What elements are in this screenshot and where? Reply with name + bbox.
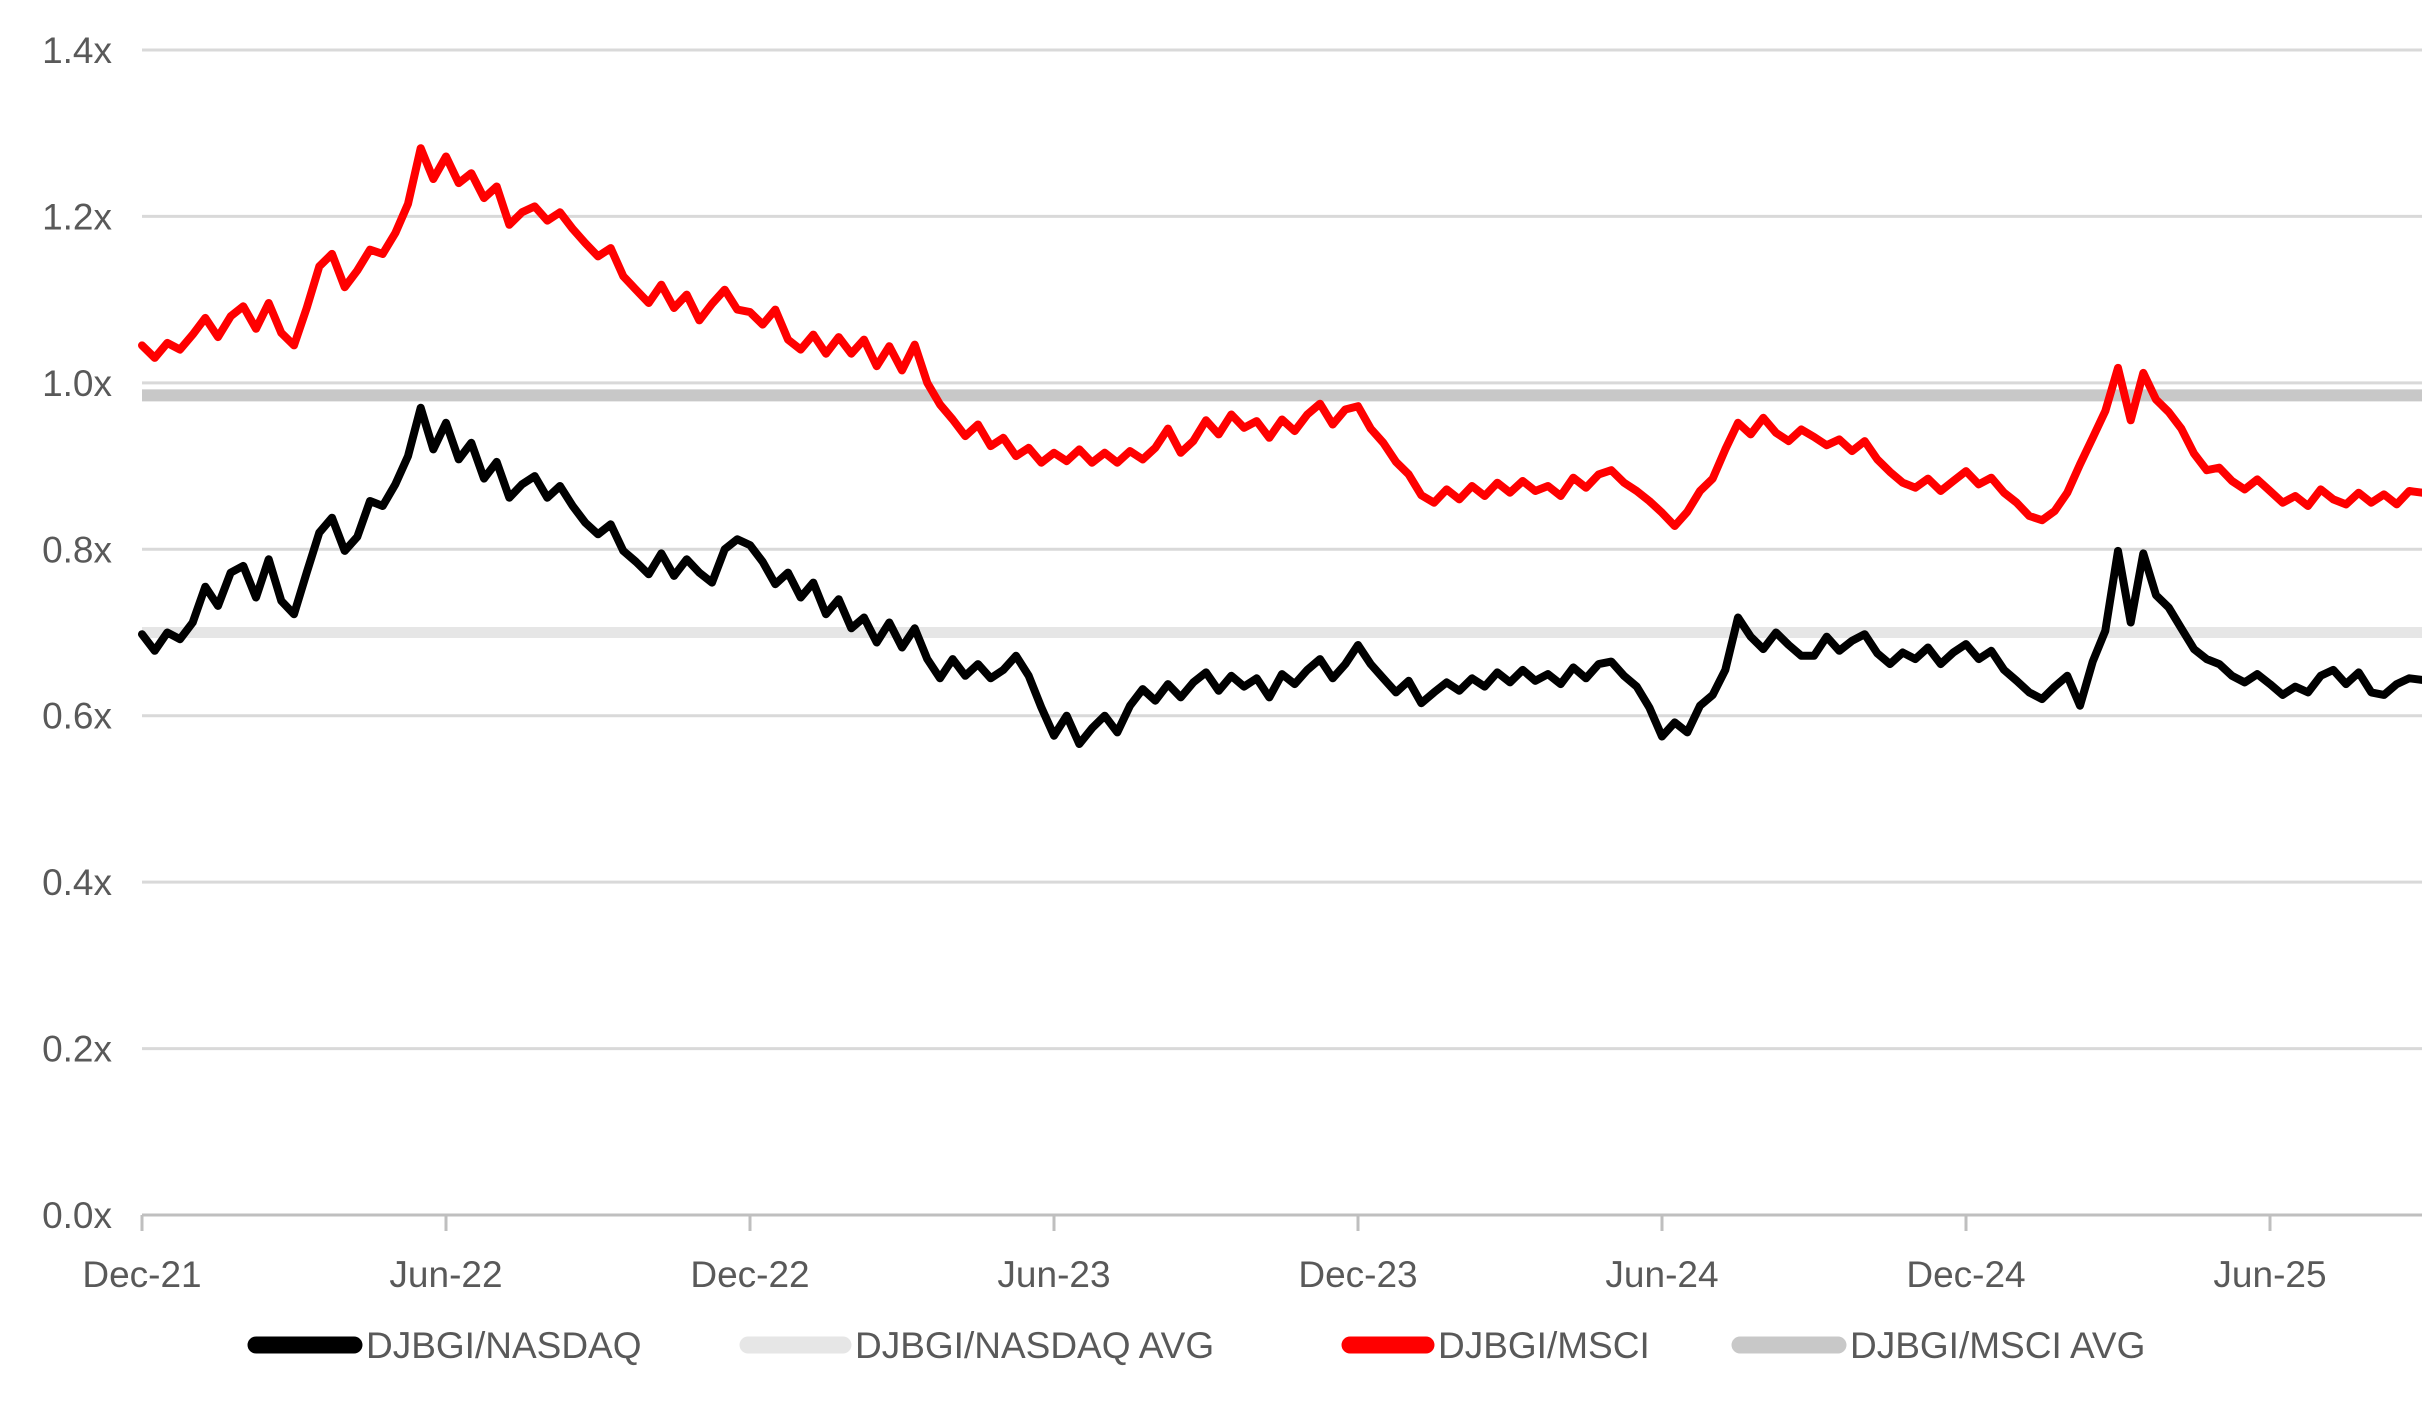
x-axis-tick-label: Jun-22 — [389, 1254, 502, 1295]
y-axis-tick-label: 0.4x — [42, 862, 112, 903]
y-axis-tick-label: 0.8x — [42, 529, 112, 570]
legend-item-djbgi-msci-avg: DJBGI/MSCI AVG — [1731, 1325, 2145, 1366]
x-axis-tick-label: Dec-21 — [82, 1254, 201, 1295]
y-axis-tick-label: 1.4x — [42, 30, 112, 71]
x-axis-tick-label: Jun-23 — [997, 1254, 1110, 1295]
x-axis-tick-label: Dec-24 — [1906, 1254, 2025, 1295]
x-axis-tick-label: Dec-22 — [690, 1254, 809, 1295]
x-axis-tick-label: Jun-25 — [2213, 1254, 2326, 1295]
legend-item-djbgi-nasdaq: DJBGI/NASDAQ — [247, 1325, 642, 1366]
y-axis-tick-label: 0.2x — [42, 1029, 112, 1070]
legend-item-djbgi-msci: DJBGI/MSCI — [1341, 1325, 1650, 1366]
y-axis-tick-label: 0.0x — [42, 1195, 112, 1236]
series-line-djbgi-nasdaq — [138, 403, 2422, 748]
legend-label-djbgi-nasdaq: DJBGI/NASDAQ — [366, 1325, 642, 1366]
series-line-djbgi-msci — [138, 144, 2422, 530]
legend-item-djbgi-nasdaq-avg: DJBGI/NASDAQ AVG — [739, 1325, 1214, 1366]
y-axis-tick-label: 1.0x — [42, 363, 112, 404]
legend-label-djbgi-msci-avg: DJBGI/MSCI AVG — [1850, 1325, 2145, 1366]
legend-label-djbgi-msci: DJBGI/MSCI — [1438, 1325, 1650, 1366]
y-axis-tick-label: 0.6x — [42, 696, 112, 737]
legend-label-djbgi-nasdaq-avg: DJBGI/NASDAQ AVG — [855, 1325, 1214, 1366]
legend: DJBGI/NASDAQ DJBGI/NASDAQ AVG DJBGI/MSCI DJ… — [247, 1325, 2145, 1366]
y-axis-tick-label: 1.2x — [42, 196, 112, 237]
x-axis-tick-label: Dec-23 — [1298, 1254, 1417, 1295]
x-axis-tick-label: Jun-24 — [1605, 1254, 1718, 1295]
